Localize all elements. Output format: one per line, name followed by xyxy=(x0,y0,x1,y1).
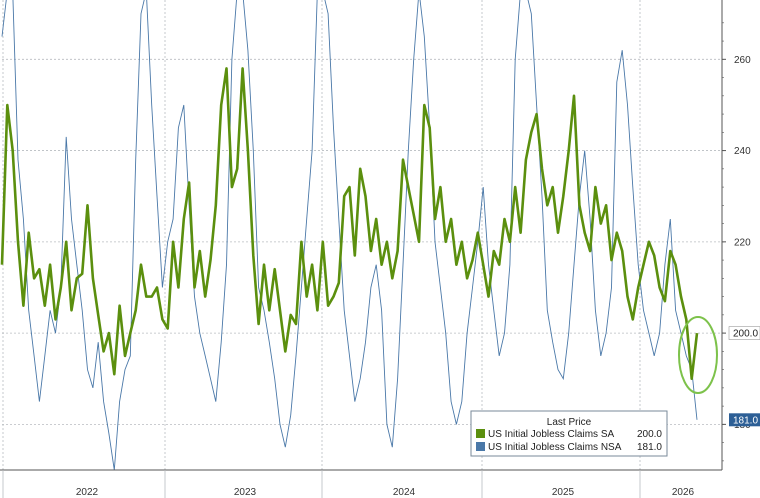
axes xyxy=(0,0,726,498)
legend-nsa-name: US Initial Jobless Claims NSA xyxy=(488,442,622,453)
y-tick-label: 220 xyxy=(734,237,751,248)
y-tick-label: 260 xyxy=(734,55,751,66)
y-tick-label: 240 xyxy=(734,146,751,157)
sa-last-value-tag: 200.0 xyxy=(728,326,760,340)
x-tick-label: 2024 xyxy=(393,487,416,498)
nsa-last-value-tag: 181.0 xyxy=(729,413,760,427)
grid-lines xyxy=(2,0,722,470)
legend-nsa-swatch xyxy=(476,442,485,451)
legend: Last Price US Initial Jobless Claims SA … xyxy=(470,410,668,457)
legend-nsa-value: 181.0 xyxy=(637,442,662,453)
x-tick-labels: 2022 2023 2024 2025 2026 xyxy=(76,487,695,498)
legend-sa-swatch xyxy=(476,429,485,438)
latest-value-highlight xyxy=(678,316,718,394)
nsa-last-value-label: 181.0 xyxy=(733,415,758,426)
nsa-series xyxy=(1,0,698,471)
x-tick-label: 2026 xyxy=(672,487,695,498)
x-tick-label: 2022 xyxy=(76,487,99,498)
sa-series-line xyxy=(0,67,699,380)
legend-sa-value: 200.0 xyxy=(637,429,662,440)
nsa-series-line xyxy=(1,0,698,471)
y-tick-labels: 180200220240260 xyxy=(734,55,751,431)
x-tick-label: 2023 xyxy=(234,487,257,498)
sa-last-value-label: 200.0 xyxy=(733,329,758,340)
x-tick-label: 2025 xyxy=(552,487,575,498)
legend-title: Last Price xyxy=(547,417,592,428)
legend-box xyxy=(470,410,668,457)
legend-sa-name: US Initial Jobless Claims SA xyxy=(488,429,614,440)
sa-series xyxy=(0,67,699,380)
